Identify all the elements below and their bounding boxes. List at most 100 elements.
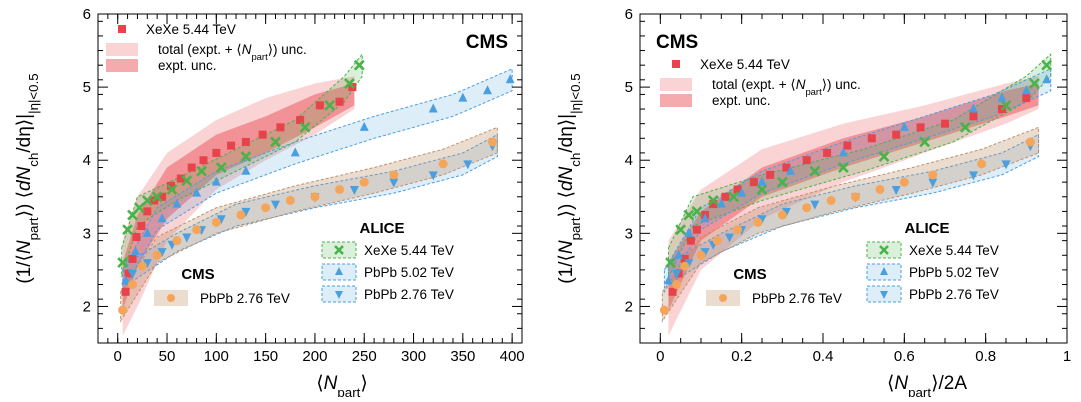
data-points — [117, 59, 515, 315]
marker-x-stroke — [707, 195, 719, 206]
marker-x-stroke — [879, 245, 889, 255]
legend-expt-unc-label: expt. unc. — [712, 93, 771, 108]
marker-triangle-up — [428, 103, 438, 113]
marker-square — [692, 225, 701, 234]
x-tick-label: 250 — [352, 348, 377, 365]
x-tick-label: 50 — [159, 348, 176, 365]
marker-square — [823, 148, 832, 157]
x-tick-label: 400 — [500, 348, 525, 365]
cms-group-label: CMS — [181, 266, 214, 283]
marker-triangle-down — [724, 233, 734, 243]
marker-triangle-up — [737, 187, 747, 197]
legend-alice-entry: PbPb 5.02 TeV — [364, 265, 454, 280]
data-points — [659, 59, 1053, 315]
marker-circle — [285, 195, 295, 205]
marker-square — [766, 170, 775, 179]
marker-triangle-up — [290, 147, 300, 157]
band-alice-3 — [127, 133, 498, 286]
marker-triangle-up — [458, 92, 468, 102]
marker-x-stroke — [683, 209, 695, 221]
legend-expt-unc-swatch — [106, 59, 138, 72]
chart-panel-left: 2 3 4 5 6 0 50 100 150 200 250 300 350 400 ⟨Npart⟩ (1/⟨… — [14, 6, 525, 400]
marker-circle — [167, 294, 175, 302]
y-tick-label: 2 — [625, 298, 633, 315]
marker-square — [941, 119, 949, 128]
marker-x-stroke — [353, 59, 365, 71]
marker-square — [137, 222, 146, 231]
marker-x-stroke — [675, 224, 687, 236]
marker-x-stroke — [151, 191, 163, 203]
marker-circle — [712, 236, 722, 246]
marker-square — [749, 178, 758, 187]
marker-circle — [977, 159, 987, 169]
legend-alice-entry: XeXe 5.44 TeV — [909, 243, 999, 258]
legend-cms: CMS PbPb 2.76 TeV — [154, 266, 290, 306]
cms-group-label: CMS — [733, 266, 766, 283]
marker-square — [709, 200, 718, 209]
marker-triangle-down — [270, 200, 280, 210]
marker-x-stroke — [240, 151, 252, 162]
legend-alice-entry: PbPb 5.02 TeV — [909, 265, 999, 280]
x-tick-label: 150 — [253, 348, 278, 365]
marker-circle — [899, 177, 909, 187]
experiment-label: CMS — [466, 32, 508, 53]
marker-x-stroke — [1000, 99, 1012, 111]
marker-triangle-down — [389, 178, 399, 188]
marker-circle — [389, 170, 399, 180]
marker-square — [686, 236, 695, 245]
marker-x-stroke — [117, 257, 129, 268]
legend-alice-entry: PbPb 2.76 TeV — [909, 287, 999, 302]
x-tick-label: 200 — [302, 348, 327, 365]
legend-total-unc-swatch — [660, 78, 692, 91]
marker-x-stroke — [334, 245, 344, 255]
marker-triangle-up — [674, 249, 684, 259]
marker-square — [212, 148, 221, 157]
y-tick-label: 5 — [83, 79, 91, 96]
marker-circle — [236, 210, 246, 220]
marker-square — [315, 101, 324, 110]
marker-x-stroke — [728, 191, 739, 203]
y-axis-title: (1/⟨Npart⟩) ⟨dNch/dη⟩||η|<0.5 — [556, 73, 583, 283]
x-tick-label: 100 — [204, 348, 229, 365]
marker-square — [124, 269, 133, 278]
marker-triangle-up — [505, 74, 515, 84]
marker-triangle-up — [192, 187, 202, 197]
marker-triangle-up — [157, 213, 167, 223]
legend-total-unc-swatch — [106, 43, 138, 56]
legend-total-unc-label: total (expt. + ⟨Npart⟩) unc. — [158, 42, 307, 63]
y-tick-label: 4 — [625, 152, 633, 169]
marker-circle — [733, 225, 743, 235]
marker-x-stroke — [1041, 59, 1053, 71]
marker-triangle-up — [359, 121, 369, 131]
marker-circle — [310, 192, 320, 202]
legend-top: XeXe 5.44 TeV total (expt. + ⟨Npart⟩) unc… — [106, 22, 307, 73]
marker-circle — [128, 280, 138, 290]
band-alice-2 — [663, 68, 1052, 294]
x-tick-label: 0.8 — [975, 348, 996, 365]
marker-triangle-up — [968, 103, 978, 113]
marker-triangle-down — [349, 185, 359, 195]
marker-square — [276, 123, 285, 132]
marker-x-stroke — [141, 195, 153, 206]
marker-triangle-up — [1042, 74, 1052, 84]
marker-triangle-down — [928, 178, 938, 188]
band-cms-4 — [661, 126, 1040, 323]
marker-triangle-down — [335, 291, 343, 299]
marker-circle — [851, 192, 861, 202]
marker-square — [672, 60, 680, 68]
marker-triangle-up — [241, 165, 251, 175]
legend-alice-entry: XeXe 5.44 TeV — [364, 243, 454, 258]
marker-triangle-up — [121, 275, 131, 285]
band-alice-1 — [667, 53, 1052, 278]
marker-square — [733, 185, 742, 194]
x-axis-title: ⟨Npart⟩ — [316, 373, 368, 397]
legend-xexe-label: XeXe 5.44 TeV — [700, 57, 790, 72]
marker-x-stroke — [344, 78, 355, 89]
marker-triangle-down — [684, 259, 694, 269]
band-alice-2 — [122, 68, 513, 294]
marker-square — [258, 130, 267, 139]
marker-x-stroke — [691, 205, 703, 217]
marker-x-stroke — [122, 224, 134, 236]
